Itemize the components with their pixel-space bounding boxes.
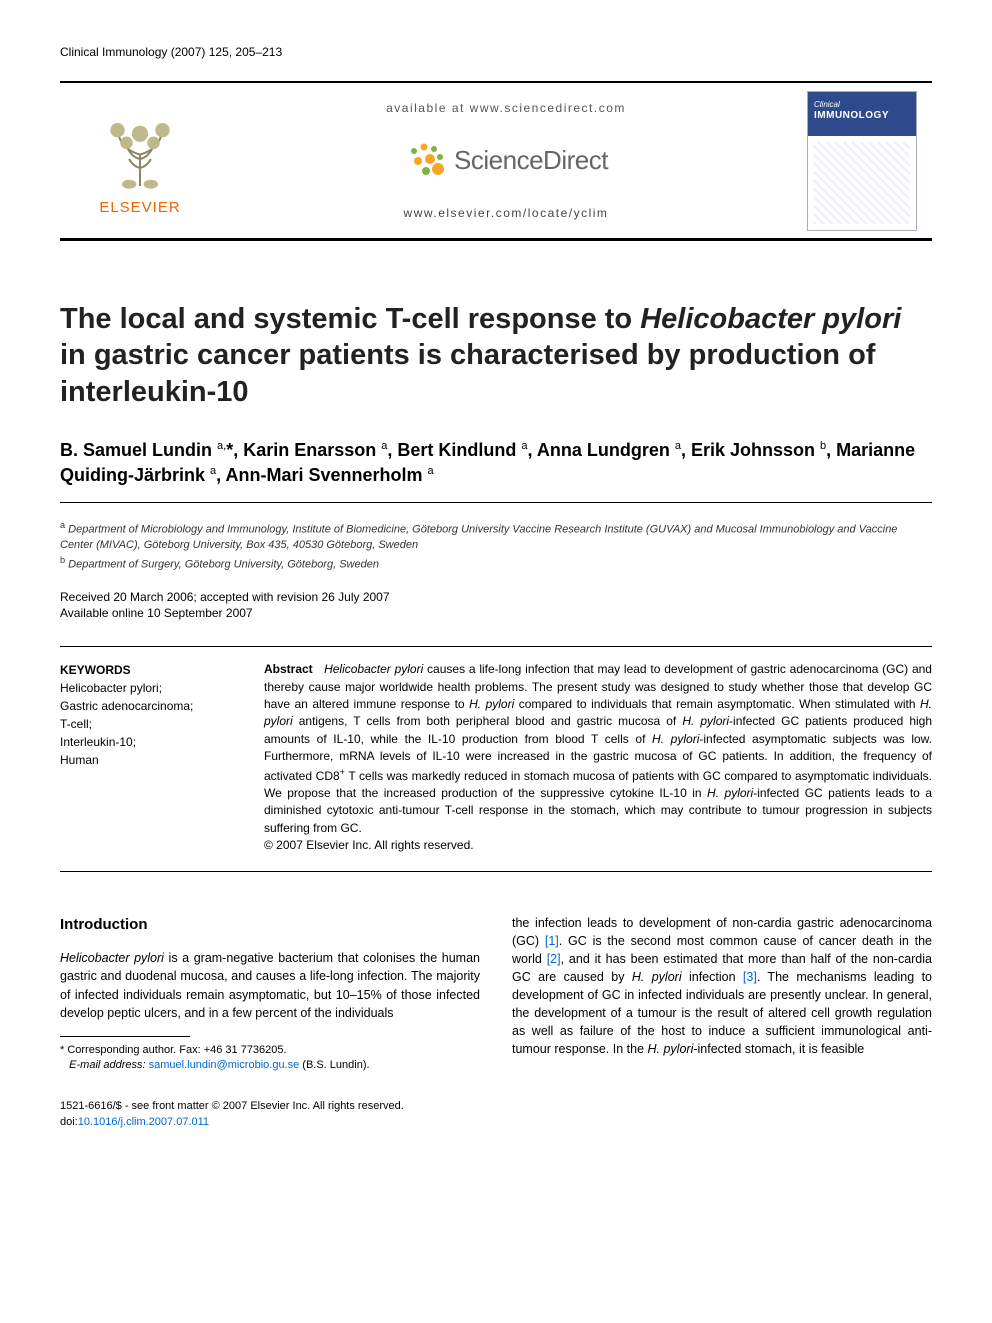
running-head: Clinical Immunology (2007) 125, 205–213 [60, 45, 932, 59]
left-column: Introduction Helicobacter pylori is a gr… [60, 914, 480, 1074]
title-pre: The local and systemic T-cell response t… [60, 303, 640, 335]
keyword-item: Gastric adenocarcinoma; [60, 697, 240, 715]
abstract-block: KEYWORDS Helicobacter pylori; Gastric ad… [60, 646, 932, 871]
doi-link[interactable]: 10.1016/j.clim.2007.07.011 [78, 1116, 209, 1128]
page-footer: 1521-6616/$ - see front matter © 2007 El… [60, 1098, 932, 1131]
locate-url: www.elsevier.com/locate/yclim [404, 206, 609, 220]
affiliations: a Department of Microbiology and Immunol… [60, 519, 932, 572]
right-column: the infection leads to development of no… [512, 914, 932, 1074]
online-date: Available online 10 September 2007 [60, 605, 932, 622]
email-tail: (B.S. Lundin). [299, 1059, 369, 1071]
email-link[interactable]: samuel.lundin@microbio.gu.se [149, 1059, 300, 1071]
article-dates: Received 20 March 2006; accepted with re… [60, 589, 932, 623]
intro-head: Introduction [60, 914, 480, 936]
abstract-head: Abstract [264, 662, 313, 676]
elsevier-wordmark: ELSEVIER [99, 199, 180, 216]
corr-author-note: * Corresponding author. Fax: +46 31 7736… [60, 1043, 480, 1058]
elsevier-logo-block: ELSEVIER [60, 83, 220, 238]
sciencedirect-dots-icon [404, 137, 452, 185]
intro-right-para: the infection leads to development of no… [512, 914, 932, 1059]
keywords-head: KEYWORDS [60, 661, 240, 679]
sciencedirect-text: ScienceDirect [454, 145, 608, 176]
keyword-item: Helicobacter pylori; [60, 679, 240, 697]
keyword-item: Interleukin-10; [60, 733, 240, 751]
abstract-text: Helicobacter pylori causes a life-long i… [264, 662, 932, 835]
received-date: Received 20 March 2006; accepted with re… [60, 589, 932, 606]
issn-line: 1521-6616/$ - see front matter © 2007 El… [60, 1098, 932, 1115]
doi-label: doi: [60, 1116, 78, 1128]
elsevier-tree-icon [95, 105, 185, 195]
journal-cover-thumb: Clinical IMMUNOLOGY [807, 91, 917, 231]
footnote-rule [60, 1036, 190, 1037]
cover-line2: IMMUNOLOGY [814, 110, 889, 121]
title-rule [60, 502, 932, 503]
affil-b: b Department of Surgery, Göteborg Univer… [60, 554, 932, 573]
email-label: E-mail address: [69, 1059, 148, 1071]
affil-a: a Department of Microbiology and Immunol… [60, 519, 932, 553]
abstract-copyright: © 2007 Elsevier Inc. All rights reserved… [264, 838, 474, 852]
available-at-text: available at www.sciencedirect.com [386, 101, 626, 115]
keywords-column: KEYWORDS Helicobacter pylori; Gastric ad… [60, 661, 240, 854]
keyword-item: T-cell; [60, 715, 240, 733]
footnotes: * Corresponding author. Fax: +46 31 7736… [60, 1043, 480, 1074]
title-post: in gastric cancer patients is characteri… [60, 339, 875, 407]
header-banner: ELSEVIER available at www.sciencedirect.… [60, 81, 932, 241]
cover-line1: Clinical [814, 100, 840, 109]
title-italic: Helicobacter pylori [640, 303, 901, 335]
sciencedirect-logo: ScienceDirect [404, 137, 608, 185]
article-title: The local and systemic T-cell response t… [60, 301, 932, 410]
body-columns: Introduction Helicobacter pylori is a gr… [60, 914, 932, 1074]
abstract-column: Abstract Helicobacter pylori causes a li… [264, 661, 932, 854]
intro-left-para: Helicobacter pylori is a gram-negative b… [60, 949, 480, 1022]
authors-list: B. Samuel Lundin a,*, Karin Enarsson a, … [60, 438, 932, 488]
keyword-item: Human [60, 751, 240, 769]
